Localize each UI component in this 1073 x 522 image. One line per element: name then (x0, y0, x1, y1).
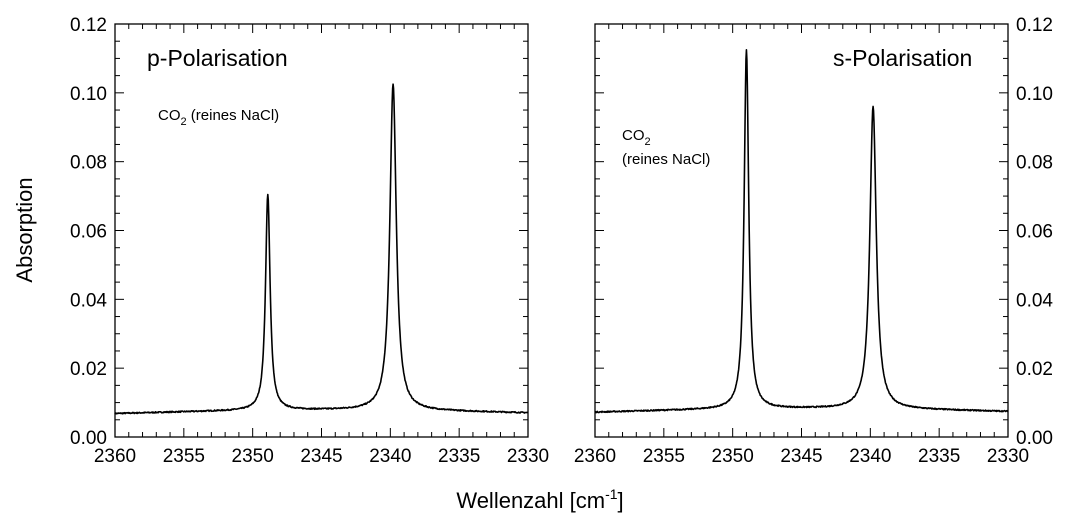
annotation-suffix: (reines NaCl) (187, 107, 280, 124)
x-axis-label-main: Wellenzahl [cm (456, 488, 605, 513)
y-tick-label: 0.12 (1016, 15, 1053, 36)
y-tick-label: 0.04 (70, 290, 107, 311)
y-tick-labels-left: 0.00 0.02 0.04 0.06 0.08 0.10 0.12 (70, 15, 107, 449)
x-tick-label: 2350 (712, 446, 754, 467)
y-tick-label: 0.04 (1016, 290, 1053, 311)
x-tick-labels-right: 2360 2355 2350 2345 2340 2335 2330 (574, 446, 1029, 467)
annotation-co-text: CO (158, 107, 181, 124)
y-tick-label: 0.08 (1016, 153, 1053, 174)
x-tick-label: 2355 (163, 446, 205, 467)
x-tick-label: 2340 (369, 446, 411, 467)
absorption-trace-p (114, 83, 529, 415)
absorption-trace-s (594, 49, 1009, 414)
x-tick-labels-left: 2360 2355 2350 2345 2340 2335 2330 (94, 446, 549, 467)
y-tick-labels-right: 0.00 0.02 0.04 0.06 0.08 0.10 0.12 (1016, 15, 1053, 449)
x-tick-label: 2330 (507, 446, 549, 467)
y-axis-label: Absorption (12, 177, 37, 282)
panel-title-p: p-Polarisation (147, 45, 288, 71)
y-tick-label: 0.08 (70, 153, 107, 174)
annotation-co2-p: CO2 (reines NaCl) (158, 107, 279, 128)
panel-title-s: s-Polarisation (833, 45, 972, 71)
y-tick-label: 0.02 (70, 359, 107, 380)
x-axis-label-end: ] (618, 488, 624, 513)
tick-marks-right (594, 23, 1009, 438)
y-tick-label: 0.06 (1016, 222, 1053, 243)
annotation-sub-2: 2 (645, 136, 651, 148)
panel-p-polarisation: 2360 2355 2350 2345 2340 2335 2330 0.000.020.0… (12, 15, 549, 467)
x-tick-label: 2330 (987, 446, 1029, 467)
panel-s-polarisation: 2360 2355 2350 2345 2340 2335 2330 0.000.020.0… (574, 15, 1054, 467)
x-tick-label: 2335 (438, 446, 480, 467)
x-tick-label: 2360 (94, 446, 136, 467)
plot-frame-left (114, 23, 529, 438)
annotation-line2-s: (reines NaCl) (622, 151, 710, 168)
x-tick-label: 2360 (574, 446, 616, 467)
y-tick-label: 0.06 (70, 222, 107, 243)
x-axis-label: Wellenzahl [cm-1] (456, 486, 623, 513)
x-tick-label: 2355 (643, 446, 685, 467)
y-tick-label: 0.02 (1016, 359, 1053, 380)
x-tick-label: 2345 (780, 446, 822, 467)
x-tick-label: 2335 (918, 446, 960, 467)
plot-frame-right (594, 23, 1009, 438)
x-tick-label: 2350 (232, 446, 274, 467)
x-axis-label-sup: -1 (605, 486, 618, 502)
y-tick-label: 0.00 (70, 428, 107, 449)
tick-marks-left (114, 23, 529, 438)
y-tick-label: 0.10 (1016, 84, 1053, 105)
annotation-co-text: CO (622, 127, 645, 144)
x-tick-label: 2345 (300, 446, 342, 467)
y-tick-label: 0.10 (70, 84, 107, 105)
annotation-sub-2: 2 (181, 116, 187, 128)
annotation-co2-s: CO2 (622, 127, 651, 148)
y-tick-label: 0.12 (70, 15, 107, 36)
y-tick-label: 0.00 (1016, 428, 1053, 449)
x-tick-label: 2340 (849, 446, 891, 467)
